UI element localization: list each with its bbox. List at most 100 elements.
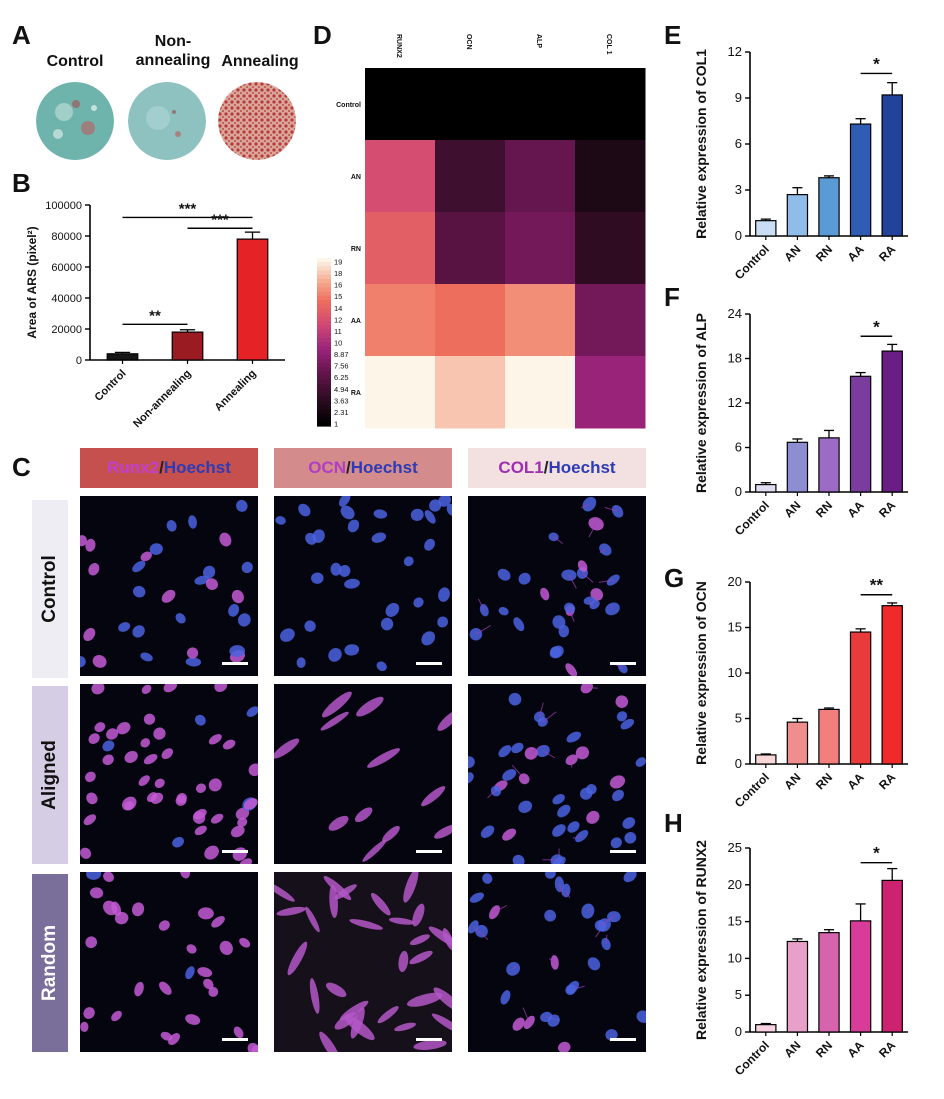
cell-nucleus [88,562,100,576]
chart-f-category-label: AN [781,498,803,520]
collagen-fiber [511,764,525,780]
heatmap-scale-swatch [317,283,331,288]
heatmap-scale-tick: 11 [334,327,342,336]
micrograph-control-runx2-image [80,499,253,668]
heatmap-scale-swatch [317,304,331,309]
heatmap-scale-swatch [317,396,331,402]
heatmap-scale-swatch [317,270,331,276]
cell-nucleus [149,543,163,555]
chart-e-category-label: RN [813,242,835,264]
chart-b-ytick-label: 60000 [51,262,82,274]
row-header-random: Random [32,874,68,1052]
heatmap-scale-swatch [317,295,331,301]
chart-e-bar [755,220,777,237]
cell-nucleus [121,796,137,811]
cell-nucleus [287,941,308,976]
dish-label-annealing: Annealing [221,53,299,70]
cell-nucleus [185,657,202,667]
heatmap-scale-swatch [317,409,331,414]
collagen-fiber [582,572,594,583]
cell-nucleus [298,503,311,517]
col-header-ocn-sep: / [345,458,351,477]
cell-nucleus [195,783,207,793]
cell-nucleus [350,1007,365,1039]
micrograph-control-runx2 [80,496,258,676]
chart-f-category-label: AA [845,498,867,520]
chart-g-category-label: Control [732,770,772,807]
cell-nucleus [86,872,102,880]
chart-f-bar [755,483,777,493]
heatmap-scale-swatch [317,308,331,314]
panel-letter-f: F [664,282,680,312]
heatmap-scale-swatch [317,417,331,423]
cell-nucleus [132,625,145,638]
cell-nucleus [344,578,360,589]
cell-nucleus [246,706,258,717]
collagen-fiber [494,904,508,913]
collagen-fiber [605,934,608,945]
cell-nucleus [176,793,187,804]
heatmap-cell [435,212,506,285]
chart-h-ytick-label: 5 [735,987,742,1002]
cell-nucleus [186,944,197,954]
cell-nucleus [80,847,92,859]
collagen-fiber [610,605,613,610]
cell-nucleus [609,775,626,789]
cell-nucleus [94,722,106,733]
heatmap-scale-swatch [317,421,331,427]
scale-bar [416,850,442,853]
heatmap-scale-swatch [317,337,331,343]
scale-bar [416,1038,442,1041]
collagen-fiber [588,523,597,538]
chart-e-bar [881,94,903,237]
heatmap-scale-tick: 6.25 [334,373,349,382]
cell-nucleus [143,753,158,765]
chart-g-ytick-label: 20 [728,574,742,589]
cell-nucleus [508,692,522,706]
chart-g-ytick-label: 0 [735,756,742,771]
chart-g-significance-label: ** [870,576,884,595]
cell-nucleus [334,1012,358,1030]
chart-g-ocn: 0 5 10 15 20 Control AN RN AA RA ** Relative expres… [693,574,908,807]
heatmap-scale-swatch [317,363,331,368]
collagen-fiber [604,506,618,512]
cell-nucleus [498,606,509,616]
heatmap-cell [435,284,506,357]
cell-nucleus [80,656,86,668]
heatmap-scale-swatch [317,321,331,326]
cell-nucleus [624,832,637,844]
cell-nucleus [185,1014,201,1025]
cell-nucleus [424,538,435,551]
collagen-fiber [581,562,584,567]
heatmap-scale-swatch [317,405,331,410]
cell-nucleus [524,747,538,760]
chart-e-category-label: Control [732,242,772,280]
heatmap-scale-tick: 7.56 [334,362,349,371]
col-header-runx2-counter: Hoechst [163,458,231,477]
cell-nucleus [204,845,219,860]
chart-h-category-label: AA [845,1038,867,1060]
cell-nucleus [233,1026,244,1039]
cell-nucleus [362,839,387,862]
chart-h-ytick-label: 20 [728,877,742,892]
micrograph-random-ocn [274,872,452,1052]
cell-nucleus [118,622,131,632]
collagen-fiber [598,579,614,583]
cell-nucleus [275,516,286,525]
cell-nucleus [588,517,604,531]
chart-b-ytick-label: 100000 [45,200,82,212]
chart-h-bar [849,920,872,1033]
cell-nucleus [230,825,245,838]
cell-nucleus [438,587,450,602]
chart-b-category-label: Control [92,368,128,404]
cell-nucleus [276,906,306,916]
cell-nucleus [373,509,388,519]
cell-nucleus [615,695,629,708]
collagen-fiber [487,878,490,880]
cell-nucleus [410,508,424,521]
cell-nucleus [296,657,306,668]
collagen-fiber [522,1007,530,1023]
chart-g-ytick-label: 5 [735,711,742,726]
cell-nucleus [518,572,531,585]
dish-control-image [36,82,114,160]
